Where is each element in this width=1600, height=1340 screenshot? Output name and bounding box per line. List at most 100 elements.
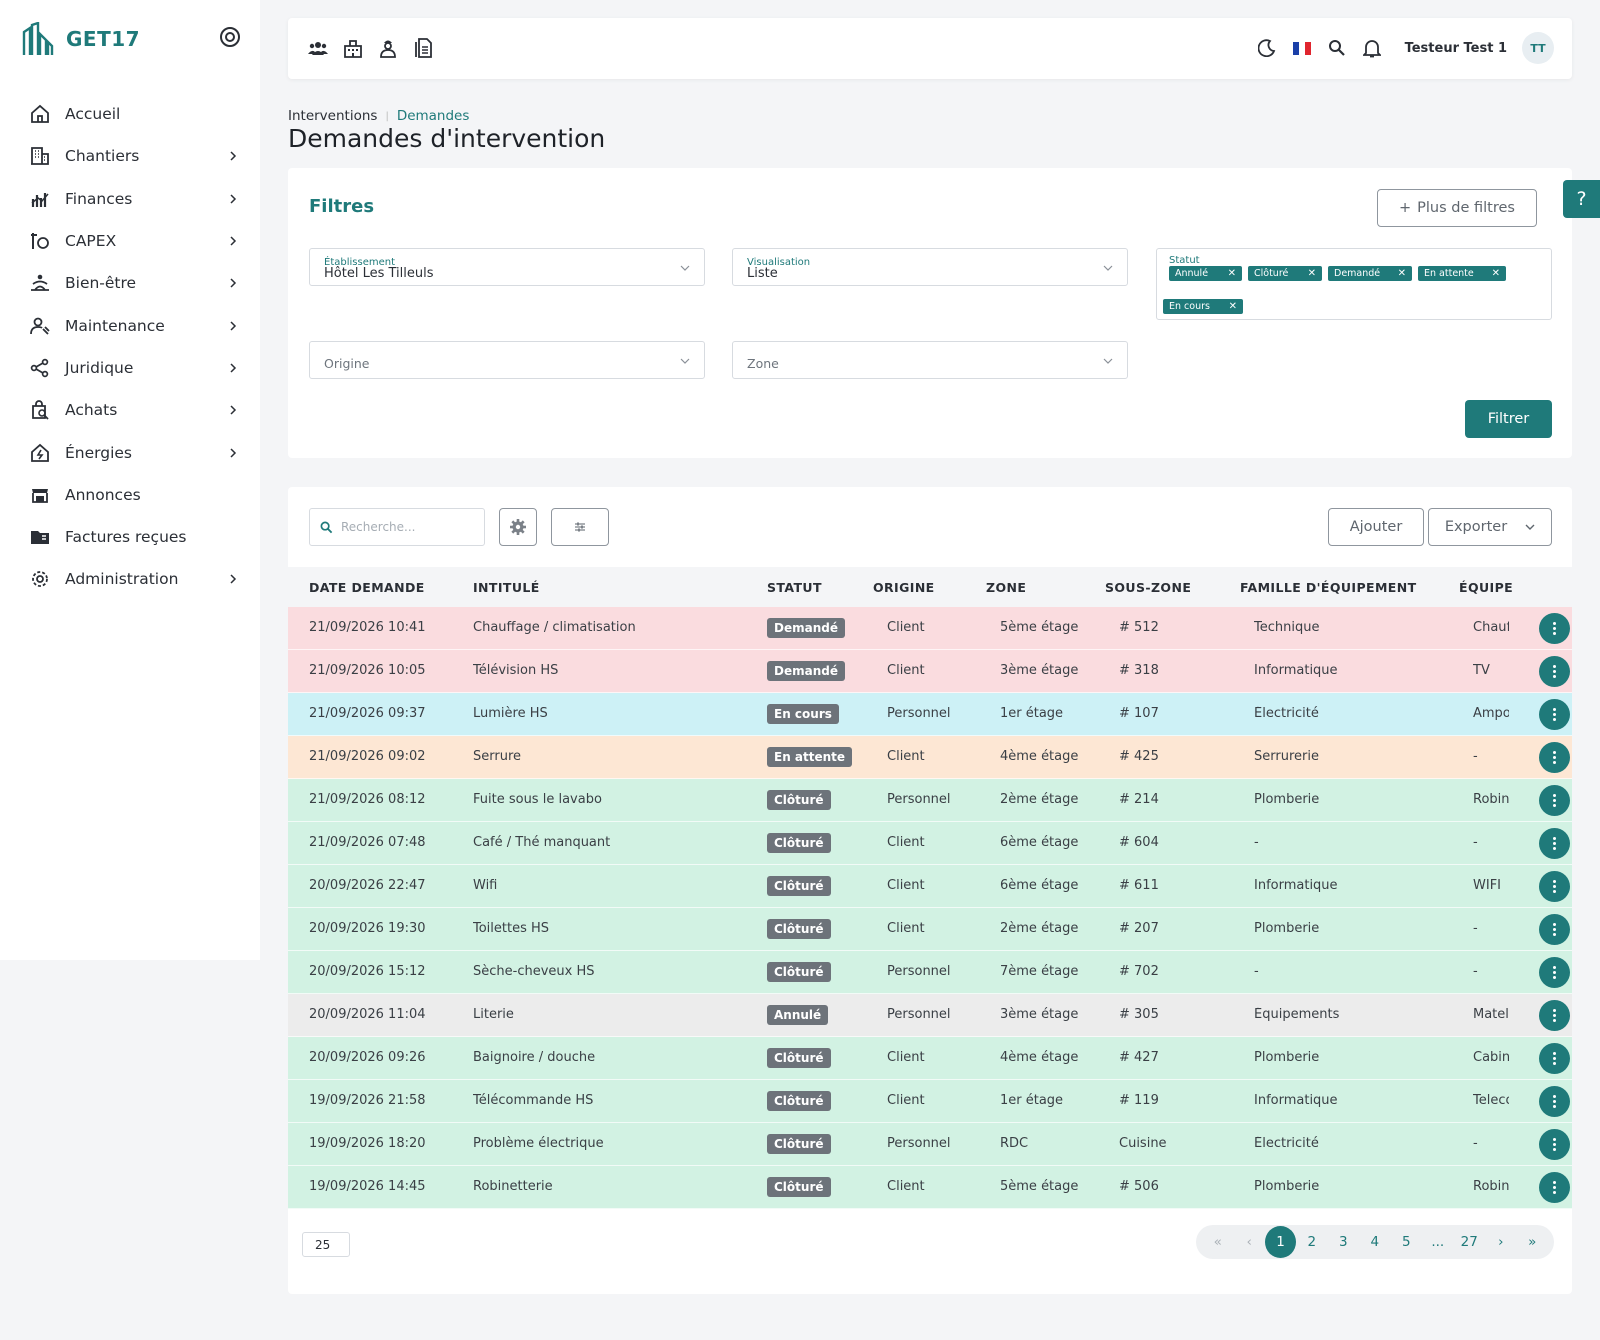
worker-icon[interactable] (378, 38, 398, 58)
close-icon[interactable]: ✕ (1227, 268, 1236, 279)
cell-date: 21/09/2026 09:37 (309, 706, 426, 721)
row-actions-button[interactable] (1539, 785, 1570, 816)
column-header-date-demande[interactable]: DATE DEMANDE (309, 580, 425, 595)
sidebar-item-factures-recues[interactable]: Factures reçues (0, 516, 260, 558)
page-size-select[interactable]: 25 (302, 1232, 350, 1257)
column-header-intitule[interactable]: INTITULÉ (473, 580, 540, 595)
sidebar-item-maintenance[interactable]: Maintenance (0, 304, 260, 346)
user-name[interactable]: Testeur Test 1 (1404, 40, 1507, 56)
sidebar-item-capex[interactable]: CAPEX (0, 220, 260, 262)
chevron-right-icon (228, 405, 238, 415)
add-button[interactable]: Ajouter (1328, 508, 1424, 546)
dark-mode-icon[interactable] (1257, 38, 1277, 58)
sidebar-item-chantiers[interactable]: Chantiers (0, 135, 260, 177)
pagination-page-2[interactable]: 2 (1307, 1234, 1317, 1250)
document-icon[interactable] (413, 38, 433, 58)
row-actions-button[interactable] (1539, 742, 1570, 773)
search-input[interactable] (341, 520, 471, 534)
table-settings-button[interactable] (499, 508, 537, 546)
close-icon[interactable]: ✕ (1491, 268, 1500, 279)
row-actions-button[interactable] (1539, 914, 1570, 945)
column-header-statut[interactable]: STATUT (767, 580, 822, 595)
status-chip-en-attente[interactable]: En attente ✕ (1418, 266, 1506, 281)
sidebar-collapse-button[interactable] (220, 27, 240, 47)
close-icon[interactable]: ✕ (1307, 268, 1316, 279)
columns-toggle-button[interactable] (551, 508, 609, 546)
zone-select[interactable]: Zone (732, 341, 1128, 379)
search-icon[interactable] (1327, 38, 1347, 58)
table-row[interactable]: 21/09/2026 08:12 Fuite sous le lavabo Clôt… (288, 779, 1572, 822)
search-box[interactable] (309, 508, 485, 546)
row-actions-button[interactable] (1539, 828, 1570, 859)
sidebar-item-bien-etre[interactable]: Bien-être (0, 262, 260, 304)
table-row[interactable]: 19/09/2026 21:58 Télécommande HS Clôturé Cl… (288, 1080, 1572, 1123)
column-header-origine[interactable]: ORIGINE (873, 580, 935, 595)
row-actions-button[interactable] (1539, 957, 1570, 988)
close-icon[interactable]: ✕ (1228, 301, 1237, 312)
help-button[interactable]: ? (1563, 180, 1600, 218)
visualisation-select[interactable]: Visualisation Liste (732, 248, 1128, 286)
pagination-prev-page[interactable]: ‹ (1246, 1234, 1252, 1250)
bell-icon[interactable] (1362, 38, 1382, 58)
cell-sous-zone: # 119 (1119, 1093, 1159, 1108)
row-actions-button[interactable] (1539, 613, 1570, 644)
status-chip-demande[interactable]: Demandé ✕ (1328, 266, 1412, 281)
table-row[interactable]: 20/09/2026 22:47 Wifi Clôturé Client 6ème ét… (288, 865, 1572, 908)
sidebar-item-annonces[interactable]: Annonces (0, 474, 260, 516)
origine-select[interactable]: Origine (309, 341, 705, 379)
pagination-page-27[interactable]: 27 (1460, 1234, 1478, 1250)
logo[interactable]: GET17 (22, 22, 140, 56)
row-actions-button[interactable] (1539, 656, 1570, 687)
table-row[interactable]: 19/09/2026 14:45 Robinetterie Clôturé Clien… (288, 1166, 1572, 1209)
column-header-sous-zone[interactable]: SOUS-ZONE (1105, 580, 1192, 595)
table-row[interactable]: 20/09/2026 11:04 Literie Annulé Personnel 3è… (288, 994, 1572, 1037)
sidebar-item-achats[interactable]: Achats (0, 389, 260, 431)
avatar[interactable]: TT (1522, 32, 1554, 64)
pagination-first-page[interactable]: « (1213, 1234, 1222, 1250)
hotel-icon[interactable] (343, 38, 363, 58)
filter-button[interactable]: Filtrer (1465, 400, 1552, 438)
export-button[interactable]: Exporter (1428, 508, 1552, 546)
table-row[interactable]: 20/09/2026 19:30 Toilettes HS Clôturé Clien… (288, 908, 1572, 951)
statut-multiselect[interactable]: Statut Annulé ✕ Clôturé ✕ Demandé ✕ En atte… (1156, 248, 1552, 320)
users-icon[interactable] (308, 38, 328, 58)
table-row[interactable]: 21/09/2026 09:02 Serrure En attente Client 4… (288, 736, 1572, 779)
table-row[interactable]: 19/09/2026 18:20 Problème électrique Clôtu… (288, 1123, 1572, 1166)
etablissement-select[interactable]: Établissement Hôtel Les Tilleuls (309, 248, 705, 286)
status-chip-annule[interactable]: Annulé ✕ (1169, 266, 1242, 281)
pagination-page-5[interactable]: 5 (1401, 1234, 1411, 1250)
row-actions-button[interactable] (1539, 1129, 1570, 1160)
sidebar-item-energies[interactable]: Énergies (0, 431, 260, 473)
more-filters-button[interactable]: + Plus de filtres (1377, 189, 1537, 227)
breadcrumb-parent[interactable]: Interventions (288, 108, 378, 124)
status-chip-en-cours[interactable]: En cours ✕ (1163, 299, 1243, 314)
row-actions-button[interactable] (1539, 1000, 1570, 1031)
table-row[interactable]: 20/09/2026 15:12 Sèche-cheveux HS Clôturé P… (288, 951, 1572, 994)
row-actions-button[interactable] (1539, 699, 1570, 730)
table-row[interactable]: 21/09/2026 10:41 Chauffage / climatisatio… (288, 607, 1572, 650)
table-row[interactable]: 21/09/2026 10:05 Télévision HS Demandé Clie… (288, 650, 1572, 693)
sidebar-item-finances[interactable]: Finances (0, 178, 260, 220)
close-icon[interactable]: ✕ (1397, 268, 1406, 279)
column-header-famille-equipement[interactable]: FAMILLE D'ÉQUIPEMENT (1240, 580, 1417, 595)
row-actions-button[interactable] (1539, 1043, 1570, 1074)
pagination-last-page[interactable]: » (1528, 1234, 1537, 1250)
pagination-next-page[interactable]: › (1498, 1234, 1504, 1250)
column-header-equipe[interactable]: ÉQUIPE (1459, 580, 1514, 595)
row-actions-button[interactable] (1539, 871, 1570, 902)
table-row[interactable]: 20/09/2026 09:26 Baignoire / douche Clôtur… (288, 1037, 1572, 1080)
table-row[interactable]: 21/09/2026 09:37 Lumière HS En cours Person… (288, 693, 1572, 736)
french-flag-icon[interactable] (1292, 38, 1312, 58)
search-icon (320, 521, 333, 533)
sidebar-item-juridique[interactable]: Juridique (0, 347, 260, 389)
row-actions-button[interactable] (1539, 1172, 1570, 1203)
status-chip-cloture[interactable]: Clôturé ✕ (1248, 266, 1322, 281)
column-header-zone[interactable]: ZONE (986, 580, 1027, 595)
row-actions-button[interactable] (1539, 1086, 1570, 1117)
sidebar-item-accueil[interactable]: Accueil (0, 93, 260, 135)
sidebar-item-administration[interactable]: Administration (0, 558, 260, 600)
pagination-page-3[interactable]: 3 (1338, 1234, 1348, 1250)
pagination-page-4[interactable]: 4 (1370, 1234, 1380, 1250)
table-row[interactable]: 21/09/2026 07:48 Café / Thé manquant Clôtu… (288, 822, 1572, 865)
pagination-page-1[interactable]: 1 (1265, 1226, 1297, 1258)
